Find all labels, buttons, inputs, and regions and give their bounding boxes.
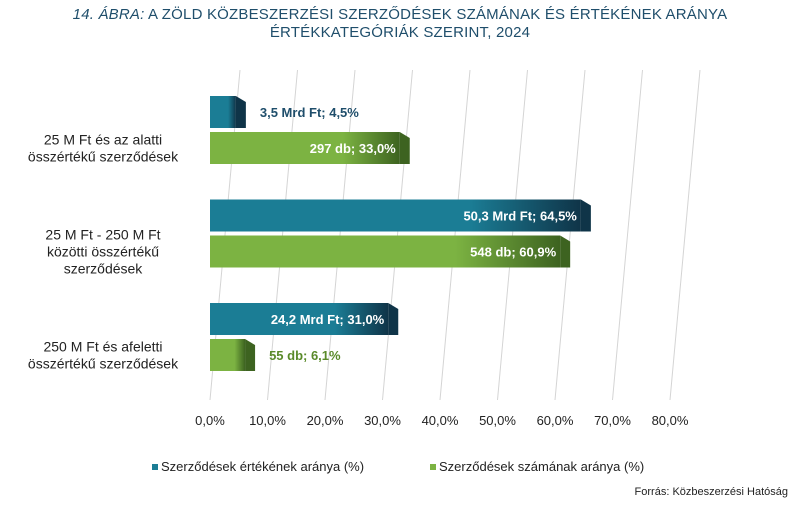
- bar-end: [388, 303, 399, 335]
- gridline: [612, 69, 643, 401]
- category-label: 25 M Ft és az alatti: [44, 132, 162, 148]
- x-tick-label: 50,0%: [479, 413, 516, 428]
- bar-face: [210, 339, 246, 371]
- bar-value-share: [210, 303, 399, 335]
- data-label: 24,2 Mrd Ft; 31,0%: [271, 312, 385, 327]
- gridline: [267, 69, 298, 401]
- x-tick-label: 30,0%: [364, 413, 401, 428]
- bar-face: [210, 199, 581, 232]
- x-tick-label: 60,0%: [537, 413, 574, 428]
- data-label: 55 db; 6,1%: [269, 348, 341, 363]
- bar-count-share: [210, 339, 256, 371]
- category-label: összértékű szerződések: [28, 149, 179, 165]
- bar-end: [399, 132, 410, 164]
- bar-value-share: [210, 199, 591, 232]
- bar-chart: 0,0% 10,0% 20,0% 30,0% 40,0% 50,0% 60,0% 70,0% 8…: [28, 69, 701, 428]
- bar-face: [210, 235, 561, 268]
- bar-count-share: [210, 235, 571, 268]
- figure-number: 14. ÁBRA:: [72, 6, 145, 23]
- bar-face: [210, 132, 400, 164]
- gridline: [554, 69, 586, 401]
- gridline: [669, 69, 701, 401]
- data-label: 50,3 Mrd Ft; 64,5%: [463, 209, 577, 224]
- gridline: [439, 69, 471, 401]
- data-label: 297 db; 33,0%: [310, 141, 396, 156]
- bar-end: [560, 235, 571, 268]
- chart-title-line-1: 14. ÁBRA: A ZÖLD KÖZBESZERZÉSI SZERZŐDÉS…: [0, 6, 800, 24]
- x-tick-label: 10,0%: [249, 413, 286, 428]
- data-label: 3,5 Mrd Ft; 4,5%: [260, 105, 359, 120]
- bar-face: [210, 96, 236, 128]
- x-tick-label: 40,0%: [422, 413, 459, 428]
- legend-label-count-b: számának aránya (%): [517, 459, 645, 474]
- gridline: [324, 69, 356, 401]
- bar-end: [580, 199, 591, 232]
- legend-label-value: Szerződések értékének aránya (%): [161, 459, 365, 474]
- legend-item-value-share: Szerződések értékének aránya (%): [152, 459, 364, 474]
- category-label: 25 M Ft - 250 M Ft: [45, 227, 160, 243]
- bar-value-share: [210, 96, 246, 128]
- legend-item-count-share: Szerződések számának aránya (%): [430, 459, 644, 474]
- bar-face: [210, 303, 389, 335]
- gridline: [382, 69, 413, 401]
- source-note: Forrás: Közbeszerzési Hatóság: [634, 486, 788, 498]
- legend-label-count-a: Szerződések: [439, 459, 515, 474]
- x-tick-label: 80,0%: [652, 413, 689, 428]
- bar-end: [245, 339, 256, 371]
- gridline: [497, 69, 528, 401]
- category-label: közötti összértékű: [47, 244, 159, 260]
- x-tick-label: 70,0%: [594, 413, 631, 428]
- x-tick-label: 20,0%: [307, 413, 344, 428]
- chart-title: 14. ÁBRA: A ZÖLD KÖZBESZERZÉSI SZERZŐDÉS…: [0, 6, 800, 42]
- category-label: 250 M Ft és afeletti: [43, 339, 162, 355]
- category-label: szerződések: [64, 261, 144, 277]
- bar-end: [235, 96, 246, 128]
- legend-swatch-value: [152, 463, 158, 470]
- chart-title-line-2: ÉRTÉKKATEGÓRIÁK SZERINT, 2024: [269, 24, 531, 41]
- bar-count-share: [210, 132, 410, 164]
- data-label: 548 db; 60,9%: [470, 245, 556, 260]
- chart-title-text: A ZÖLD KÖZBESZERZÉSI SZERZŐDÉSEK SZÁMÁNA…: [148, 6, 728, 23]
- legend-swatch-count: [430, 463, 436, 470]
- category-label: összértékű szerződések: [28, 356, 179, 372]
- x-tick-label: 0,0%: [195, 413, 225, 428]
